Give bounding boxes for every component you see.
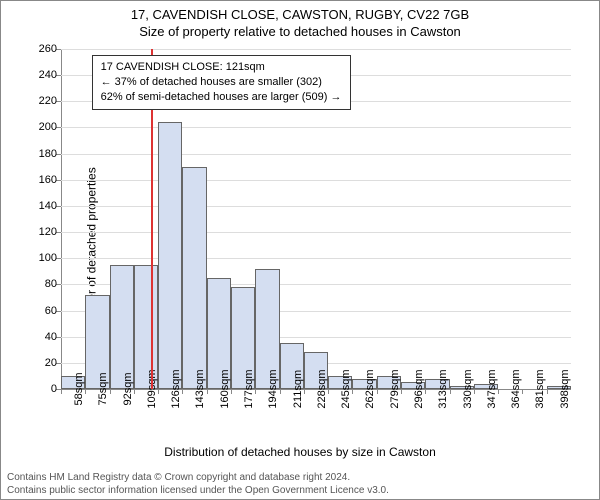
x-tick-label: 58sqm xyxy=(65,372,85,405)
x-tick-mark xyxy=(182,389,183,394)
x-tick-label: 398sqm xyxy=(551,369,571,408)
x-tick-label: 262sqm xyxy=(356,369,376,408)
x-tick-mark xyxy=(85,389,86,394)
x-tick-mark xyxy=(134,389,135,394)
gridline xyxy=(61,206,571,207)
histogram-bar xyxy=(182,167,206,389)
x-tick-mark xyxy=(425,389,426,394)
y-tick-label: 20 xyxy=(45,357,61,369)
x-tick-mark xyxy=(352,389,353,394)
x-tick-mark xyxy=(498,389,499,394)
chart-container: 17, CAVENDISH CLOSE, CAWSTON, RUGBY, CV2… xyxy=(0,0,600,500)
x-tick-label: 194sqm xyxy=(259,369,279,408)
x-tick-mark xyxy=(377,389,378,394)
x-tick-mark xyxy=(522,389,523,394)
x-tick-label: 126sqm xyxy=(162,369,182,408)
footer-line2: Contains public sector information licen… xyxy=(7,484,593,497)
info-box-line3: 62% of semi-detached houses are larger (… xyxy=(101,90,342,105)
x-tick-label: 296sqm xyxy=(405,369,425,408)
x-tick-label: 364sqm xyxy=(502,369,522,408)
y-tick-label: 260 xyxy=(39,43,61,55)
x-tick-label: 381sqm xyxy=(526,369,546,408)
x-tick-mark xyxy=(401,389,402,394)
x-tick-mark xyxy=(547,389,548,394)
x-tick-mark xyxy=(474,389,475,394)
y-tick-label: 140 xyxy=(39,200,61,212)
gridline xyxy=(61,232,571,233)
x-tick-mark xyxy=(158,389,159,394)
x-tick-label: 109sqm xyxy=(138,369,158,408)
y-tick-label: 80 xyxy=(45,278,61,290)
footer: Contains HM Land Registry data © Crown c… xyxy=(7,471,593,497)
gridline xyxy=(61,49,571,50)
x-tick-label: 211sqm xyxy=(284,370,304,408)
x-tick-label: 228sqm xyxy=(308,369,328,408)
x-tick-label: 347sqm xyxy=(478,369,498,408)
x-tick-label: 160sqm xyxy=(211,369,231,408)
x-tick-mark xyxy=(61,389,62,394)
y-tick-label: 240 xyxy=(39,69,61,81)
y-tick-label: 0 xyxy=(51,383,61,395)
gridline xyxy=(61,127,571,128)
x-tick-mark xyxy=(450,389,451,394)
x-tick-mark xyxy=(231,389,232,394)
y-tick-label: 160 xyxy=(39,174,61,186)
gridline xyxy=(61,258,571,259)
info-box-line1: 17 CAVENDISH CLOSE: 121sqm xyxy=(101,60,342,75)
x-tick-mark xyxy=(304,389,305,394)
histogram-bar xyxy=(158,122,182,389)
gridline xyxy=(61,180,571,181)
info-box-line2: ← 37% of detached houses are smaller (30… xyxy=(101,75,342,90)
y-tick-label: 40 xyxy=(45,331,61,343)
info-box: 17 CAVENDISH CLOSE: 121sqm ← 37% of deta… xyxy=(92,55,351,110)
x-tick-mark xyxy=(110,389,111,394)
x-tick-label: 245sqm xyxy=(332,369,352,408)
chart-title-line1: 17, CAVENDISH CLOSE, CAWSTON, RUGBY, CV2… xyxy=(1,1,599,22)
x-tick-label: 330sqm xyxy=(454,369,474,408)
histogram-bar xyxy=(110,265,134,389)
x-tick-label: 92sqm xyxy=(114,372,134,405)
x-tick-mark xyxy=(280,389,281,394)
x-tick-mark xyxy=(207,389,208,394)
y-tick-label: 180 xyxy=(39,148,61,160)
y-tick-label: 60 xyxy=(45,305,61,317)
x-tick-mark xyxy=(328,389,329,394)
x-tick-label: 177sqm xyxy=(235,369,255,408)
x-axis-label: Distribution of detached houses by size … xyxy=(164,445,435,459)
x-tick-label: 75sqm xyxy=(89,372,109,405)
gridline xyxy=(61,154,571,155)
x-tick-label: 279sqm xyxy=(381,369,401,408)
x-tick-label: 143sqm xyxy=(186,369,206,408)
y-tick-label: 100 xyxy=(39,252,61,264)
x-tick-label: 313sqm xyxy=(429,369,449,408)
y-tick-label: 220 xyxy=(39,95,61,107)
footer-line1: Contains HM Land Registry data © Crown c… xyxy=(7,471,593,484)
x-tick-mark xyxy=(255,389,256,394)
y-tick-label: 200 xyxy=(39,121,61,133)
chart-title-line2: Size of property relative to detached ho… xyxy=(1,22,599,39)
y-tick-label: 120 xyxy=(39,226,61,238)
chart-plot-area: 02040608010012014016018020022024026058sq… xyxy=(61,49,571,389)
